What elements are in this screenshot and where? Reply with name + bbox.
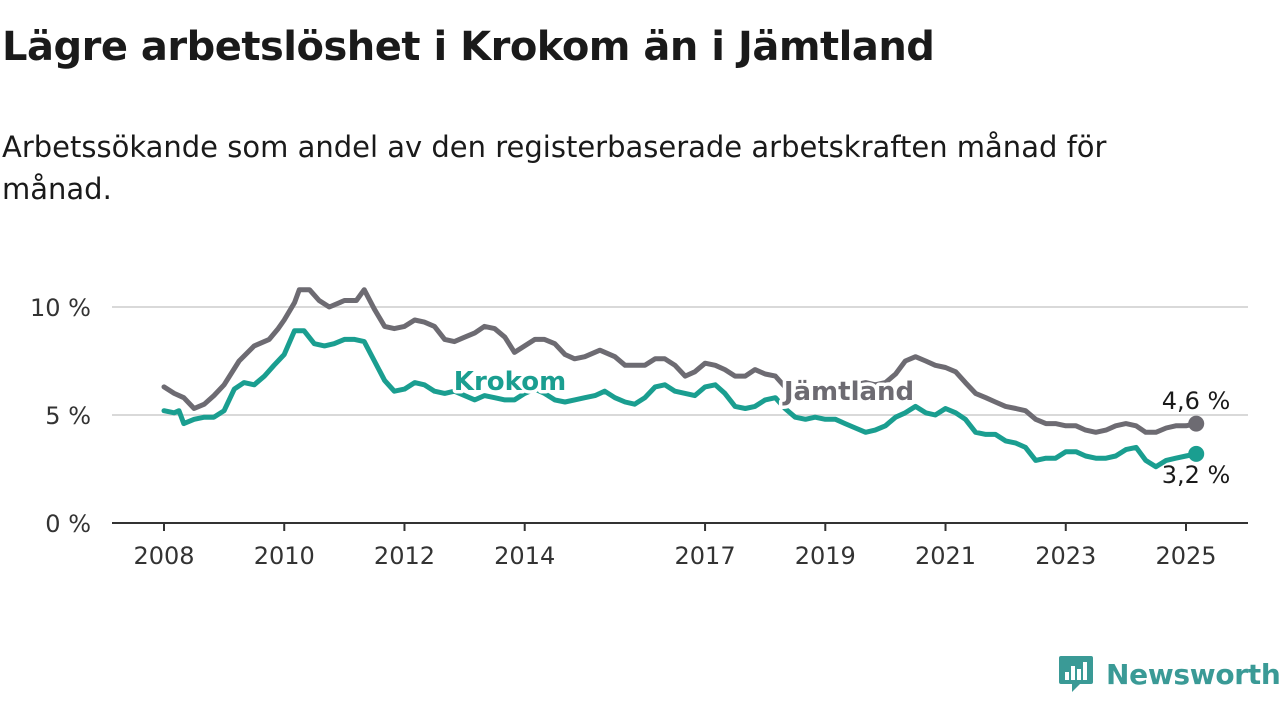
gridlines (112, 306, 1248, 416)
end-point-krokom (1188, 445, 1205, 462)
y-tick-label: 5 % (45, 402, 91, 430)
end-value-label-krokom: 3,2 % (1162, 461, 1231, 489)
chart-title: Lägre arbetslöshet i Krokom än i Jämtlan… (2, 24, 935, 70)
series-labels: Krokom Jämtland 4,6 % 3,2 % (450, 364, 1231, 490)
line-chart: 0 %5 %10 % 2008 2010 2012 2014 2017 2019 2021 2… (30, 287, 1248, 570)
x-tick-label: 2023 (1035, 542, 1096, 570)
series-lines (161, 287, 1205, 470)
x-tick-label: 2014 (494, 542, 555, 570)
x-tick-label: 2025 (1155, 542, 1216, 570)
x-axis (112, 522, 1248, 531)
y-axis-tick-labels: 0 % 5 % 10 % (30, 294, 91, 538)
x-axis-tick-labels: 2008 2010 2012 2014 2017 2019 2021 2023 2025 (133, 542, 1216, 570)
newsworthy-logo-icon (1059, 656, 1093, 692)
series-line-krokom (161, 328, 1199, 470)
x-tick-label: 2017 (675, 542, 736, 570)
x-tick-label: 2008 (133, 542, 194, 570)
series-label-krokom: Krokom (454, 367, 566, 397)
x-tick-label: 2019 (795, 542, 856, 570)
newsworthy-logo: Newsworthy (1058, 654, 1280, 694)
y-tick-label: 10 % (30, 294, 91, 322)
x-tick-label: 2021 (915, 542, 976, 570)
brand-name: Newsworthy (1106, 657, 1280, 691)
series-line-jamtland (161, 287, 1199, 435)
y-tick-label: 0 % (45, 510, 91, 538)
series-label-jamtland: Jämtland (782, 377, 914, 407)
x-tick-label: 2010 (254, 542, 315, 570)
chart-subtitle: Arbetssökande som andel av den registerb… (2, 130, 1107, 206)
end-point-jamtland (1188, 415, 1205, 432)
end-value-label-jamtland: 4,6 % (1162, 387, 1231, 415)
x-tick-label: 2012 (374, 542, 435, 570)
